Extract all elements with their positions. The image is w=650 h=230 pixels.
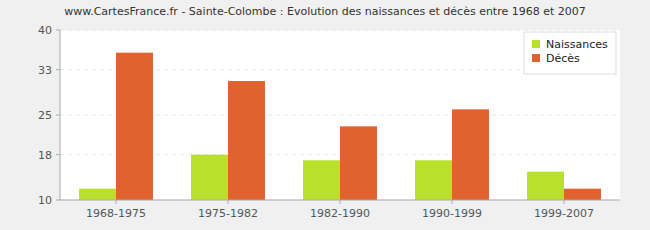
x-tick bbox=[452, 200, 453, 204]
y-tick-label: 33 bbox=[38, 64, 52, 77]
bar bbox=[527, 172, 564, 200]
y-tick-label: 18 bbox=[38, 149, 52, 162]
x-tick-label: 1990-1999 bbox=[422, 207, 482, 220]
y-tick bbox=[56, 69, 60, 70]
x-axis bbox=[60, 200, 620, 201]
grid-line bbox=[60, 200, 620, 201]
y-tick-label: 25 bbox=[38, 109, 52, 122]
legend-box bbox=[524, 32, 616, 74]
y-tick bbox=[56, 154, 60, 155]
bar bbox=[303, 160, 340, 200]
grid-line bbox=[60, 30, 620, 31]
y-tick-label: 10 bbox=[38, 194, 52, 207]
bar bbox=[191, 155, 228, 200]
bar bbox=[340, 126, 377, 200]
y-tick bbox=[56, 30, 60, 31]
plot-background bbox=[60, 30, 620, 200]
chart: www.CartesFrance.fr - Sainte-Colombe : E… bbox=[0, 0, 650, 230]
bars bbox=[79, 53, 601, 200]
legend-swatch bbox=[532, 54, 540, 62]
bar bbox=[452, 109, 489, 200]
bar bbox=[415, 160, 452, 200]
bar bbox=[228, 81, 265, 200]
x-tick bbox=[340, 200, 341, 204]
bar bbox=[79, 189, 116, 200]
x-tick-label: 1999-2007 bbox=[534, 207, 594, 220]
x-tick-label: 1975-1982 bbox=[198, 207, 258, 220]
y-tick bbox=[56, 115, 60, 116]
background bbox=[0, 0, 650, 230]
y-tick bbox=[56, 200, 60, 201]
bar bbox=[564, 189, 601, 200]
title: www.CartesFrance.fr - Sainte-Colombe : E… bbox=[64, 5, 586, 18]
bar bbox=[116, 53, 153, 200]
y-tick-label: 40 bbox=[38, 24, 52, 37]
legend-label: Naissances bbox=[546, 38, 608, 51]
x-tick-label: 1968-1975 bbox=[86, 207, 146, 220]
legend-label: Décès bbox=[546, 52, 580, 65]
x-tick bbox=[228, 200, 229, 204]
legend-swatch bbox=[532, 40, 540, 48]
x-tick bbox=[564, 200, 565, 204]
x-tick bbox=[116, 200, 117, 204]
chart-container: www.CartesFrance.fr - Sainte-Colombe : E… bbox=[0, 0, 650, 230]
y-axis bbox=[60, 30, 61, 200]
x-tick-label: 1982-1990 bbox=[310, 207, 370, 220]
